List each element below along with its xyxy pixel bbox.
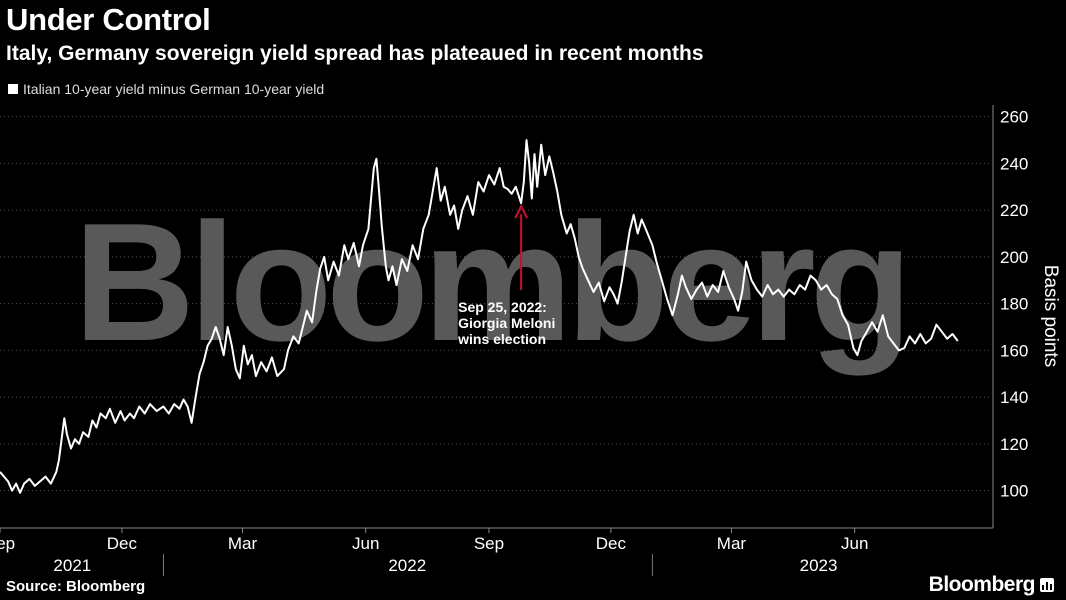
chart-subtitle: Italy, Germany sovereign yield spread ha… (6, 42, 704, 65)
annotation-label: wins election (457, 331, 546, 347)
legend: Italian 10-year yield minus German 10-ye… (8, 81, 324, 97)
x-tick-label: Sep (0, 534, 15, 553)
bar-chart-icon (1040, 578, 1054, 592)
x-year-label: 2022 (388, 556, 426, 575)
source-note: Source: Bloomberg (6, 578, 146, 595)
x-tick-label: Dec (596, 534, 627, 553)
x-tick-label: Mar (717, 534, 747, 553)
brand-logo: Bloomberg (929, 573, 1054, 597)
y-tick-label: 200 (1000, 248, 1028, 267)
x-tick-label: Mar (228, 534, 258, 553)
annotation-arrowhead (514, 203, 529, 219)
series-line (0, 139, 959, 494)
y-tick-label: 120 (1000, 435, 1028, 454)
y-tick-label: 100 (1000, 482, 1028, 501)
y-tick-label: 260 (1000, 108, 1028, 127)
y-tick-label: 220 (1000, 201, 1028, 220)
legend-label: Italian 10-year yield minus German 10-ye… (23, 81, 325, 97)
annotation-label: Sep 25, 2022: (458, 299, 547, 315)
y-tick-label: 180 (1000, 295, 1028, 314)
x-year-label: 2021 (53, 556, 91, 575)
annotation-label: Giorgia Meloni (458, 315, 555, 331)
brand-name: Bloomberg (928, 573, 1036, 596)
watermark-text: Bloomberg (74, 188, 907, 376)
x-tick-label: Sep (474, 534, 504, 553)
x-tick-label: Dec (107, 534, 138, 553)
y-axis-title: Basis points (1040, 265, 1061, 367)
x-year-label: 2023 (800, 556, 838, 575)
y-tick-label: 160 (1000, 341, 1028, 360)
chart-title: Under Control (6, 2, 211, 37)
x-tick-label: Jun (352, 534, 379, 553)
y-tick-label: 240 (1000, 154, 1028, 173)
y-tick-label: 140 (1000, 388, 1028, 407)
x-tick-label: Jun (841, 534, 868, 553)
legend-swatch (8, 84, 18, 94)
